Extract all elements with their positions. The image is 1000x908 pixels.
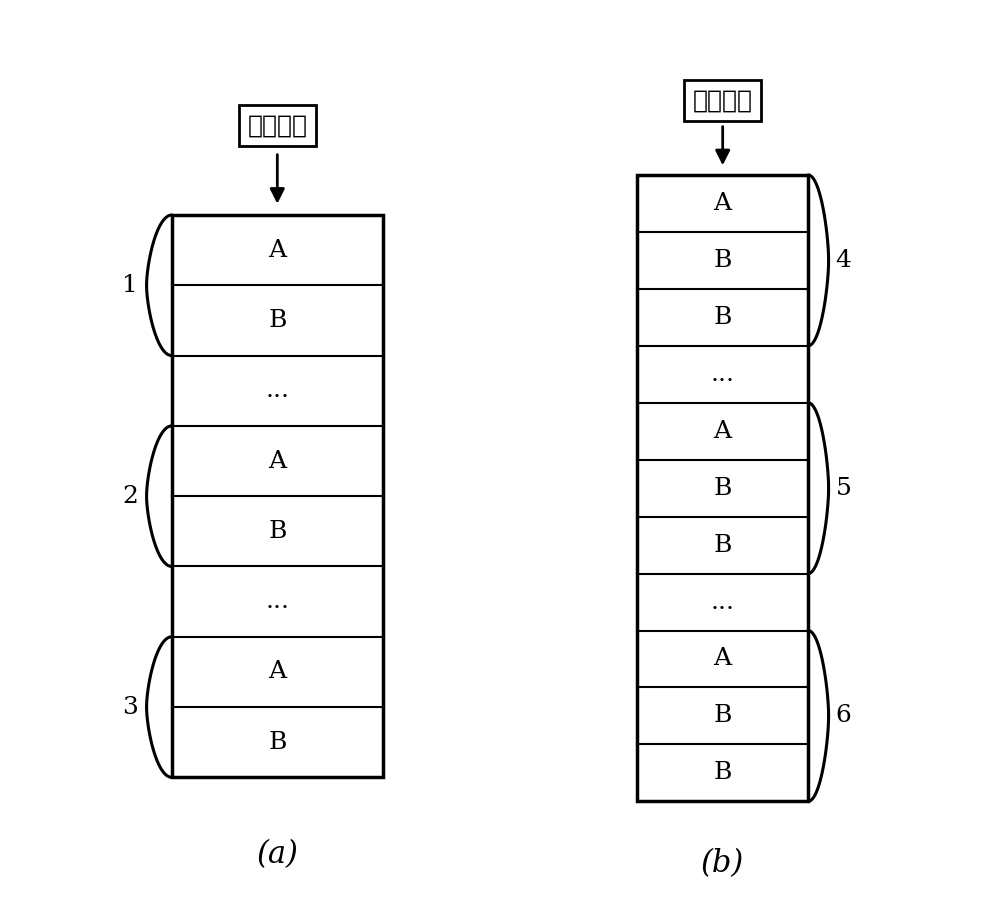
Text: B: B (713, 249, 732, 271)
Text: B: B (713, 762, 732, 785)
Text: A: A (268, 239, 286, 262)
Text: 5: 5 (835, 477, 851, 499)
Text: B: B (713, 477, 732, 499)
Text: 1: 1 (122, 274, 138, 297)
Text: 电子注入: 电子注入 (247, 114, 307, 138)
Text: B: B (268, 731, 287, 754)
Bar (172, 215, 383, 777)
Text: A: A (268, 660, 286, 684)
Text: 电子注入: 电子注入 (693, 88, 753, 113)
Bar (637, 175, 808, 802)
Text: B: B (713, 306, 732, 329)
Text: B: B (268, 309, 287, 332)
Text: 3: 3 (122, 696, 138, 718)
Text: B: B (713, 534, 732, 557)
Text: ...: ... (265, 380, 289, 402)
Text: A: A (714, 419, 732, 443)
Text: B: B (268, 519, 287, 543)
Text: ...: ... (711, 363, 735, 386)
Text: (b): (b) (701, 848, 744, 880)
Text: A: A (268, 449, 286, 472)
Text: 6: 6 (835, 705, 851, 727)
Text: ...: ... (711, 590, 735, 614)
Text: (a): (a) (256, 839, 298, 870)
Text: B: B (713, 705, 732, 727)
Text: A: A (714, 192, 732, 215)
Text: ...: ... (265, 590, 289, 613)
Text: 4: 4 (835, 249, 851, 271)
Text: 2: 2 (122, 485, 138, 508)
Text: A: A (714, 647, 732, 670)
